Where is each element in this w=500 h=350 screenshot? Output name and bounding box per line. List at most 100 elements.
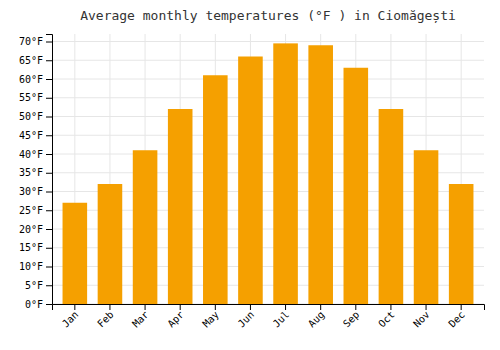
tick-mark: [46, 248, 52, 249]
bars: [63, 43, 474, 304]
tick: Feb: [95, 304, 116, 330]
tick-label: 65°F: [19, 55, 43, 66]
x-axis: Jan Feb Mar Apr May Jun Jul Aug Sep Oct Nov Dec: [53, 304, 485, 330]
tick: 50°F: [19, 111, 52, 122]
tick: 40°F: [19, 149, 52, 160]
tick-label: 45°F: [19, 130, 43, 141]
tick-label: 55°F: [19, 92, 43, 103]
tick-label: Feb: [95, 309, 116, 330]
bar: [238, 57, 263, 305]
tick-mark: [46, 135, 52, 136]
bar: [203, 75, 228, 304]
tick: Oct: [376, 304, 397, 330]
tick: 45°F: [19, 130, 52, 141]
tick-mark: [320, 304, 321, 310]
tick-label: 20°F: [19, 224, 43, 235]
tick-mark: [46, 304, 52, 305]
bar: [168, 109, 193, 304]
tick: 20°F: [19, 224, 52, 235]
tick-label: Sep: [341, 309, 362, 330]
tick: 55°F: [19, 92, 52, 103]
tick: Nov: [411, 304, 432, 330]
tick-mark: [46, 117, 52, 118]
tick-label: Jan: [60, 309, 81, 330]
tick-label: 40°F: [19, 149, 43, 160]
tick-label: Apr: [165, 309, 186, 330]
tick-mark: [145, 304, 146, 310]
tick-label: Jun: [236, 309, 257, 330]
tick: May: [200, 304, 221, 330]
tick: 65°F: [19, 55, 52, 66]
tick-label: 25°F: [19, 205, 43, 216]
tick-mark: [46, 60, 52, 61]
tick: Apr: [165, 304, 186, 330]
tick-label: 5°F: [25, 280, 43, 291]
tick-mark: [426, 304, 427, 310]
tick-label: Dec: [446, 309, 467, 330]
tick: 60°F: [19, 74, 52, 85]
grid-line: [52, 97, 484, 98]
tick-label: Jul: [271, 309, 292, 330]
tick-label: 0°F: [25, 299, 43, 310]
tick-mark: [46, 79, 52, 80]
grid-line: [52, 79, 484, 80]
tick: Sep: [341, 304, 362, 330]
axis-line: [46, 35, 53, 305]
grid: [52, 34, 484, 304]
tick-label: Nov: [411, 309, 432, 330]
tick-mark: [180, 304, 181, 310]
tick-mark: [46, 98, 52, 99]
tick-mark: [46, 267, 52, 268]
tick-label: 35°F: [19, 167, 43, 178]
tick: 15°F: [19, 242, 52, 253]
axis-line: [53, 305, 485, 311]
bar: [98, 184, 123, 304]
tick-label: Oct: [376, 309, 397, 330]
tick-mark: [46, 42, 52, 43]
bar: [133, 150, 158, 304]
y-axis: 0°F 5°F 10°F 15°F 20°F 25°F 30°F 35°F 40°F 45°F 50…: [19, 35, 53, 310]
bar: [308, 45, 333, 304]
tick: Mar: [130, 304, 151, 330]
tick: Jul: [271, 304, 292, 330]
bar: [379, 109, 404, 304]
bar: [449, 184, 474, 304]
tick-mark: [109, 304, 110, 310]
tick: Jun: [236, 304, 257, 330]
tick: 35°F: [19, 167, 52, 178]
tick-mark: [215, 304, 216, 310]
tick-label: 70°F: [19, 36, 43, 47]
tick-label: 10°F: [19, 261, 43, 272]
bar: [63, 203, 88, 304]
tick: 25°F: [19, 205, 52, 216]
bar: [414, 150, 439, 304]
tick-mark: [46, 154, 52, 155]
tick-label: 15°F: [19, 242, 43, 253]
grid-line: [52, 116, 484, 117]
tick-mark: [390, 304, 391, 310]
tick-label: Mar: [130, 309, 151, 330]
tick-mark: [250, 304, 251, 310]
tick: 0°F: [25, 299, 52, 310]
tick-mark: [355, 304, 356, 310]
tick-mark: [46, 210, 52, 211]
tick: Aug: [306, 304, 327, 330]
tick-label: 50°F: [19, 111, 43, 122]
tick: 30°F: [19, 186, 52, 197]
tick-label: Aug: [306, 309, 327, 330]
bar: [344, 68, 369, 304]
tick: 10°F: [19, 261, 52, 272]
tick-label: May: [200, 309, 221, 330]
tick-label: 60°F: [19, 74, 43, 85]
title: Average monthly temperatures (°F ) in Ci…: [80, 8, 456, 24]
tick: Jan: [60, 304, 81, 330]
tick-mark: [461, 304, 462, 310]
chart: Jan Feb Mar Apr May Jun Jul Aug Sep Oct Nov Dec 0°F 5…: [0, 0, 500, 350]
tick: 70°F: [19, 36, 52, 47]
tick: 5°F: [25, 280, 52, 291]
bar: [273, 43, 298, 304]
tick-mark: [285, 304, 286, 310]
tick-mark: [74, 304, 75, 310]
tick-mark: [46, 285, 52, 286]
grid-line: [52, 41, 484, 42]
